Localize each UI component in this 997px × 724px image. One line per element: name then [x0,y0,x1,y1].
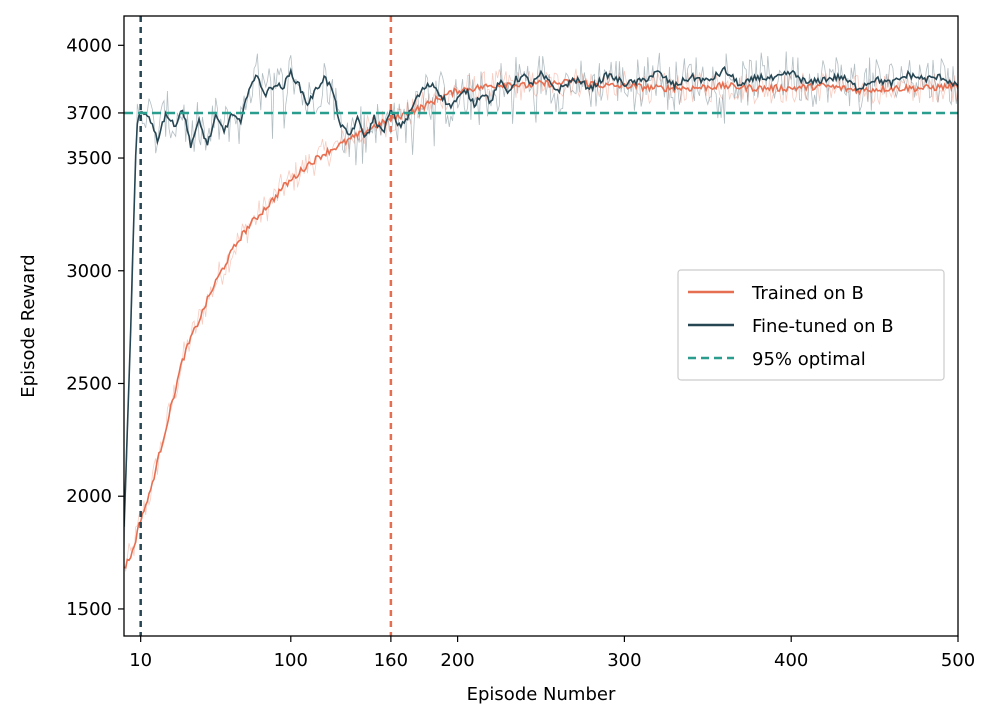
y-tick-label-2500: 2500 [66,373,112,394]
y-tick-label-3700: 3700 [66,103,112,124]
legend-label-trained-on-b: Trained on B [751,283,864,304]
y-tick-label-3500: 3500 [66,148,112,169]
y-tick-label-4000: 4000 [66,35,112,56]
y-tick-label-3000: 3000 [66,261,112,282]
trained-on-b-line [124,77,958,569]
legend-label-95-optimal: 95% optimal [752,349,866,370]
legend: Trained on B Fine-tuned on B 95% optimal [677,269,945,381]
y-tick-label-2000: 2000 [66,486,112,507]
plot-frame [123,15,959,637]
legend-box [677,269,945,381]
axes-layer: 10 100 160 200 300 400 500 1500 2000 2500 3000 3500… [66,15,975,671]
x-tick-label-300: 300 [607,650,641,671]
x-tick-label-100: 100 [274,650,308,671]
fine-tuned-on-b-line [124,65,958,527]
x-tick-label-10: 10 [129,650,152,671]
x-tick-label-200: 200 [440,650,474,671]
x-tick-label-160: 160 [374,650,408,671]
y-tick-label-1500: 1500 [66,599,112,620]
y-axis-title: Episode Reward [18,254,39,397]
x-tick-label-400: 400 [774,650,808,671]
series-group [124,51,958,572]
trained-on-b-raw-line [124,68,958,572]
x-tick-label-500: 500 [941,650,975,671]
x-axis-title: Episode Number [467,684,616,705]
plot-layer [124,16,958,636]
legend-label-fine-tuned-on-b: Fine-tuned on B [752,316,894,337]
